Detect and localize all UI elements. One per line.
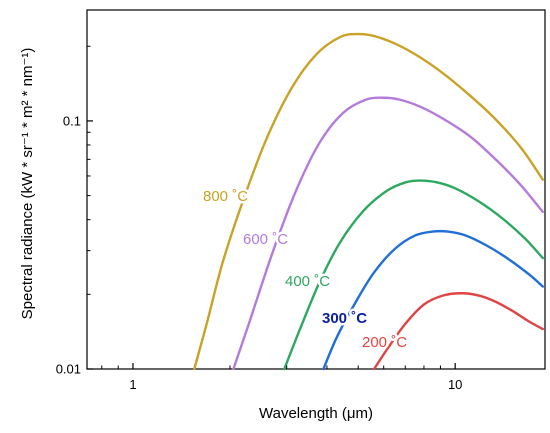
series-line-400 [283,179,544,371]
series-line-600 [232,96,544,371]
series-line-800 [193,32,544,371]
axis-ticks: 1 10 0.01 0.1 [56,45,462,392]
series-label-300: 300 ˚C [322,310,367,327]
plot-frame [86,9,546,370]
y-axis-title: Spectral radiance (kW * sr⁻¹ * m² * nm⁻¹… [19,48,36,320]
series-lines [193,32,544,371]
y-tick-label: 0.1 [63,113,81,128]
plot-area-border [86,9,546,370]
series-label-600: 600 ˚C [243,231,288,248]
series-label-800: 800 ˚C [203,188,248,205]
series-label-200: 200 ˚C [362,334,407,351]
x-tick-label: 1 [129,377,136,392]
series-line-200 [372,292,544,371]
series-labels: 800 ˚C 600 ˚C 400 ˚C 300 ˚C 200 ˚C [201,186,410,354]
series-line-300 [322,229,544,371]
x-tick-label: 10 [448,377,462,392]
x-axis-title: Wavelength (μm) [259,405,373,422]
series-label-400: 400 ˚C [285,273,330,290]
y-tick-label: 0.01 [56,362,81,377]
